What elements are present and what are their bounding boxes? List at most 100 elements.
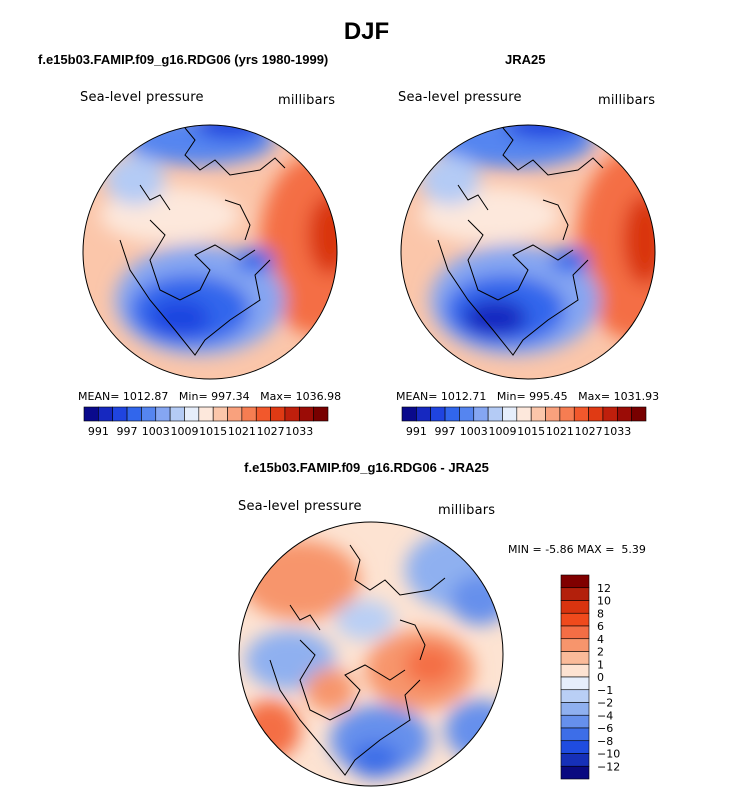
coastlines [269,544,446,776]
colorbar-swatch [560,676,590,691]
stats-min-label: MIN = [508,543,542,556]
colorbar-swatch [169,406,185,422]
colorbar-tick-label: 997 [435,425,456,438]
colorbar-swatch [270,406,286,422]
colorbar-swatch [560,587,590,601]
colorbar-tick-label: −1 [597,684,613,697]
colorbar-tick-label: 991 [88,425,109,438]
colorbar-tick-label: −10 [597,748,620,761]
colorbar-swatch [560,663,590,678]
colorbar-swatch [126,406,142,422]
stats-max-value: 5.39 [621,543,646,556]
colorbar-reanalysis: 991 997 1003 1009 1015 1021 1027 1033 [401,406,647,438]
stats-model: MEAN= 1012.87 Min= 997.34 Max= 1036.98 [78,390,341,403]
colorbar-tick-label: 1003 [142,425,170,438]
colorbar-tick-label: 0 [597,671,604,684]
colorbar-swatch [241,406,257,422]
colorbar-tick-label: 1009 [488,425,516,438]
colorbar-tick-label: −4 [597,709,613,722]
stats-min-label: Min= [496,390,526,403]
colorbar-tick-label: 8 [597,607,604,620]
colorbar-swatch [560,702,590,716]
colorbar-swatch [155,406,171,422]
colorbar-tick-label: 1003 [460,425,488,438]
colorbar-swatch [444,406,460,422]
colorbar-tick-label: −12 [597,760,620,773]
variable-label-difference: Sea-level pressure [238,499,362,514]
units-label-difference: millibars [438,503,496,518]
colorbar-swatch [473,406,489,422]
colorbar-swatch [284,406,300,422]
main-title: DJF [343,18,390,45]
polar-map-difference [239,522,503,786]
panel-title-reanalysis: JRA25 [505,52,546,67]
stats-min-value: -5.86 [545,543,574,556]
colorbar-swatch [198,406,214,422]
colorbar-swatch [560,651,590,665]
colorbar-swatch [616,406,632,422]
colorbar-swatch [559,406,575,422]
colorbar-tick-label: 1 [597,658,604,671]
colorbar-tick-label: 6 [597,620,604,633]
pressure-field [100,125,337,355]
map-border-model [82,124,338,380]
colorbar-swatch [298,406,314,422]
colorbar-swatch [560,638,590,652]
stats-max-value: 1036.98 [295,390,342,403]
colorbar-tick-label: 4 [597,633,604,646]
colorbar-swatch [487,406,503,422]
coastlines [119,127,286,356]
colorbar-tick-label: 1027 [575,425,603,438]
colorbar-swatch [560,612,590,627]
colorbar-swatch [98,406,114,422]
colorbar-tick-label: −2 [597,697,613,710]
pressure-field [420,125,655,355]
stats-min-value: 997.34 [211,390,250,403]
polar-map-model [83,125,337,379]
colorbar-swatch [545,406,561,422]
map-border-reanalysis [400,124,656,380]
colorbar-swatch [255,406,271,422]
colorbar-tick-label: 12 [597,582,611,595]
colorbar-tick-label: 10 [597,595,611,608]
colorbar-tick-label: 1021 [228,425,256,438]
stats-mean-label: MEAN= [78,390,120,403]
stats-max-label: Max= [260,390,293,403]
colorbar-model: 991 997 1003 1009 1015 1021 1027 1033 [83,406,329,438]
colorbar-swatch [560,727,590,742]
polar-map-reanalysis [401,125,655,379]
stats-min-label: Min= [178,390,208,403]
units-label-reanalysis: millibars [598,93,656,108]
stats-max-label: MAX = [577,543,615,556]
colorbar-swatch [588,406,604,422]
colorbar-swatch [602,406,618,422]
colorbar-swatch [560,689,590,703]
colorbar-swatch [112,406,128,422]
stats-max-value: 1031.93 [613,390,660,403]
colorbar-swatch [212,406,228,422]
stats-min-value: 995.45 [529,390,568,403]
variable-label-model: Sea-level pressure [80,90,204,105]
colorbar-swatch [560,574,590,589]
colorbar-swatch [516,406,532,422]
colorbar-tick-label: 991 [406,425,427,438]
map-border-difference [238,521,504,787]
colorbar-tick-label: 1021 [546,425,574,438]
colorbar-swatch [560,714,590,729]
colorbar-swatch [573,406,589,422]
colorbar-tick-label: 1009 [170,425,198,438]
colorbar-swatch [313,406,329,422]
stats-mean-value: 1012.87 [122,390,169,403]
colorbar-swatch [560,753,590,767]
panel-title-difference: f.e15b03.FAMIP.f09_g16.RDG06 - JRA25 [244,460,489,475]
coastlines [437,127,604,356]
colorbar-tick-label: −8 [597,735,613,748]
colorbar-tick-label: 1033 [285,425,313,438]
colorbar-swatch [416,406,432,422]
colorbar-swatch [530,406,546,422]
colorbar-swatch [502,406,518,422]
colorbar-tick-label: 2 [597,646,604,659]
colorbar-swatch [631,406,647,422]
